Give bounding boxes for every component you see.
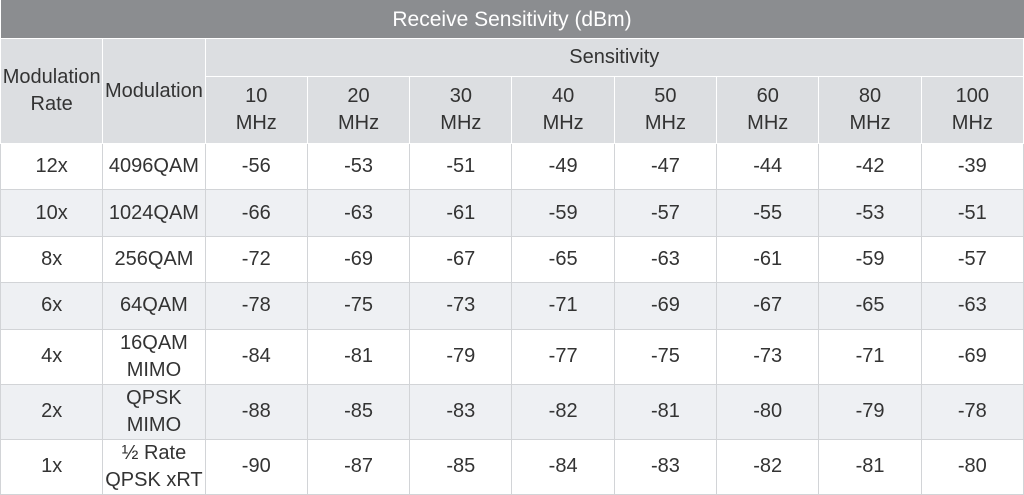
- table-row: 10x 1024QAM -66 -63 -61 -59 -57 -55 -53 -51: [0, 189, 1024, 237]
- sensitivity-header: Sensitivity: [204, 38, 1024, 77]
- sensitivity-cell: -53: [306, 142, 411, 191]
- table-row: 12x 4096QAM -56 -53 -51 -49 -47 -44 -42 -39: [0, 142, 1024, 191]
- table-row: 6x 64QAM -78 -75 -73 -71 -69 -67 -65 -63: [0, 282, 1024, 330]
- sensitivity-cell: -57: [613, 189, 718, 237]
- sensitivity-cell: -63: [306, 189, 411, 237]
- table-row: 1x ½ Rate QPSK xRT -90 -87 -85 -84 -83 -82 -81 -8…: [0, 438, 1024, 495]
- sensitivity-cell: -88: [204, 383, 308, 440]
- sensitivity-cell: -69: [920, 328, 1024, 385]
- sensitivity-cell: -61: [716, 235, 820, 284]
- sensitivity-cell: -81: [306, 328, 411, 385]
- rate-cell: 6x: [0, 282, 104, 330]
- bandwidth-header: 20 MHz: [306, 76, 411, 144]
- sensitivity-cell: -85: [306, 383, 411, 440]
- sensitivity-cell: -72: [204, 235, 308, 284]
- sensitivity-cell: -47: [613, 142, 718, 191]
- sensitivity-cell: -73: [716, 328, 820, 385]
- modulation-cell: 1024QAM: [102, 189, 206, 237]
- sensitivity-cell: -67: [409, 235, 513, 284]
- sensitivity-cell: -82: [511, 383, 615, 440]
- sensitivity-cell: -53: [818, 189, 922, 237]
- rate-cell: 10x: [0, 189, 104, 237]
- modulation-header: Modulation: [102, 38, 206, 144]
- sensitivity-cell: -71: [818, 328, 922, 385]
- bandwidth-header: 100 MHz: [920, 76, 1024, 144]
- sensitivity-cell: -90: [204, 438, 308, 495]
- table-title: Receive Sensitivity (dBm): [0, 0, 1024, 39]
- sensitivity-cell: -69: [613, 282, 718, 330]
- sensitivity-cell: -63: [920, 282, 1024, 330]
- sensitivity-cell: -39: [920, 142, 1024, 191]
- modulation-cell: 256QAM: [102, 235, 206, 284]
- sensitivity-cell: -80: [716, 383, 820, 440]
- sensitivity-cell: -82: [716, 438, 820, 495]
- bandwidth-header: 80 MHz: [818, 76, 922, 144]
- table-row: 4x 16QAM MIMO -84 -81 -79 -77 -75 -73 -71 -69: [0, 328, 1024, 385]
- sensitivity-cell: -75: [613, 328, 718, 385]
- sensitivity-cell: -59: [511, 189, 615, 237]
- bandwidth-header: 60 MHz: [716, 76, 820, 144]
- sensitivity-cell: -49: [511, 142, 615, 191]
- rate-cell: 8x: [0, 235, 104, 284]
- sensitivity-cell: -84: [204, 328, 308, 385]
- sensitivity-cell: -66: [204, 189, 308, 237]
- sensitivity-cell: -67: [716, 282, 820, 330]
- sensitivity-cell: -65: [818, 282, 922, 330]
- sensitivity-cell: -59: [818, 235, 922, 284]
- table-row: 2x QPSK MIMO -88 -85 -83 -82 -81 -80 -79 -78: [0, 383, 1024, 440]
- sensitivity-cell: -77: [511, 328, 615, 385]
- sensitivity-cell: -78: [920, 383, 1024, 440]
- modulation-cell: ½ Rate QPSK xRT: [102, 438, 206, 495]
- sensitivity-cell: -79: [409, 328, 513, 385]
- sensitivity-cell: -71: [511, 282, 615, 330]
- sensitivity-cell: -56: [204, 142, 308, 191]
- sensitivity-cell: -75: [306, 282, 411, 330]
- sensitivity-cell: -51: [409, 142, 513, 191]
- sensitivity-cell: -55: [716, 189, 820, 237]
- sensitivity-cell: -63: [613, 235, 718, 284]
- sensitivity-cell: -73: [409, 282, 513, 330]
- bandwidth-header: 10 MHz: [204, 76, 308, 144]
- bandwidth-header: 50 MHz: [613, 76, 718, 144]
- sensitivity-cell: -79: [818, 383, 922, 440]
- sensitivity-cell: -84: [511, 438, 615, 495]
- rate-cell: 12x: [0, 142, 104, 191]
- rate-cell: 1x: [0, 438, 104, 495]
- sensitivity-cell: -69: [306, 235, 411, 284]
- bandwidth-header: 30 MHz: [409, 76, 513, 144]
- sensitivity-cell: -44: [716, 142, 820, 191]
- sensitivity-cell: -78: [204, 282, 308, 330]
- bandwidth-header: 40 MHz: [511, 76, 615, 144]
- sensitivity-cell: -85: [409, 438, 513, 495]
- sensitivity-cell: -80: [920, 438, 1024, 495]
- modulation-cell: QPSK MIMO: [102, 383, 206, 440]
- sensitivity-cell: -65: [511, 235, 615, 284]
- rate-cell: 4x: [0, 328, 104, 385]
- rate-cell: 2x: [0, 383, 104, 440]
- sensitivity-cell: -83: [409, 383, 513, 440]
- sensitivity-cell: -42: [818, 142, 922, 191]
- sensitivity-cell: -57: [920, 235, 1024, 284]
- modulation-cell: 4096QAM: [102, 142, 206, 191]
- sensitivity-cell: -51: [920, 189, 1024, 237]
- sensitivity-cell: -81: [613, 383, 718, 440]
- sensitivity-cell: -81: [818, 438, 922, 495]
- sensitivity-cell: -87: [306, 438, 411, 495]
- sensitivity-cell: -61: [409, 189, 513, 237]
- table-row: 8x 256QAM -72 -69 -67 -65 -63 -61 -59 -57: [0, 235, 1024, 284]
- rate-header: Modulation Rate: [0, 38, 104, 144]
- modulation-cell: 16QAM MIMO: [102, 328, 206, 385]
- sensitivity-cell: -83: [613, 438, 718, 495]
- modulation-cell: 64QAM: [102, 282, 206, 330]
